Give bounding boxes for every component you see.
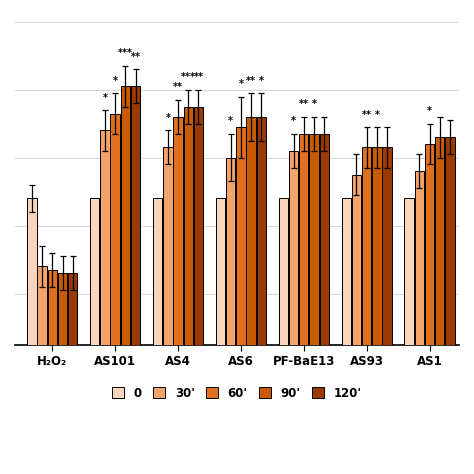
Bar [289, 151, 298, 474]
Text: *: * [228, 117, 233, 127]
Bar [299, 134, 309, 474]
Bar [362, 147, 371, 474]
Bar [68, 273, 77, 474]
Bar [153, 199, 162, 474]
Bar [404, 199, 414, 474]
Text: *: * [311, 100, 317, 109]
Text: **: ** [173, 82, 183, 92]
Bar [27, 199, 36, 474]
Bar [90, 199, 100, 474]
Bar [37, 266, 47, 474]
Bar [236, 127, 246, 474]
Text: **: ** [246, 76, 256, 86]
Text: **: ** [193, 72, 203, 82]
Bar [173, 117, 183, 474]
Text: *: * [113, 76, 118, 86]
Text: *: * [427, 106, 432, 116]
Text: *: * [291, 117, 296, 127]
Bar [163, 147, 173, 474]
Text: *: * [238, 79, 244, 89]
Text: **: ** [299, 100, 309, 109]
Bar [226, 158, 236, 474]
Bar [372, 147, 382, 474]
Bar [58, 273, 67, 474]
Text: *: * [165, 113, 170, 123]
Bar [194, 107, 203, 474]
Bar [383, 147, 392, 474]
Bar [342, 199, 351, 474]
Bar [319, 134, 329, 474]
Text: **: ** [131, 52, 141, 62]
Bar [310, 134, 319, 474]
Bar [415, 171, 424, 474]
Bar [279, 199, 288, 474]
Bar [246, 117, 256, 474]
Bar [425, 144, 434, 474]
Bar [216, 199, 225, 474]
Legend: 0, 30', 60', 90', 120': 0, 30', 60', 90', 120' [108, 382, 366, 404]
Bar [256, 117, 266, 474]
Bar [121, 86, 130, 474]
Text: *: * [374, 109, 379, 119]
Text: *: * [259, 76, 264, 86]
Text: *: * [102, 92, 108, 103]
Bar [110, 113, 120, 474]
Text: ***: *** [118, 48, 133, 58]
Text: **: ** [362, 109, 372, 119]
Bar [435, 137, 445, 474]
Bar [47, 270, 57, 474]
Text: ***: *** [181, 72, 196, 82]
Bar [100, 130, 109, 474]
Bar [183, 107, 193, 474]
Bar [131, 86, 140, 474]
Bar [445, 137, 455, 474]
Bar [352, 174, 361, 474]
